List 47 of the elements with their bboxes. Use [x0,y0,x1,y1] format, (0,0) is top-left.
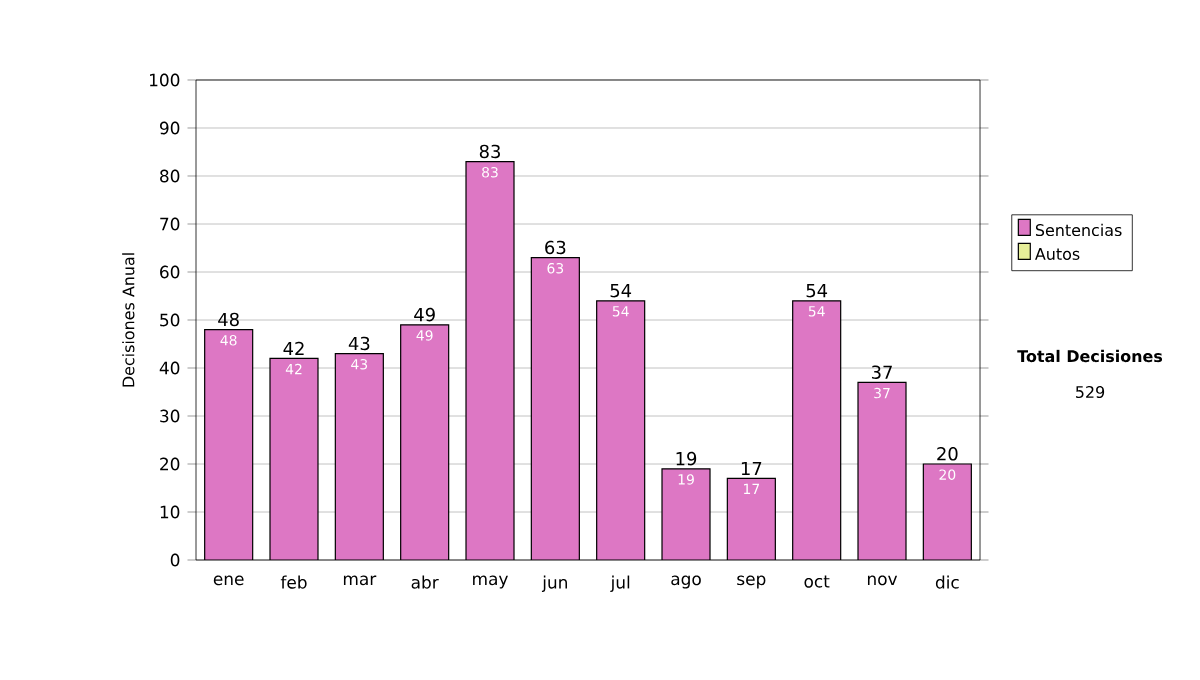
bar [270,358,318,560]
x-tick-label: sep [737,575,766,589]
y-tick-label: 10 [160,505,180,519]
y-tick-label: 90 [159,121,180,135]
y-tick-label: 40 [159,361,180,375]
x-tick-label: oct [804,575,830,588]
x-tick-label: feb [280,575,307,589]
x-tick-label: mar [343,575,377,586]
x-tick-label: ago [671,575,701,589]
bar [922,463,972,560]
total-label: 43 [348,336,370,351]
total-label: 83 [479,144,500,159]
total-label: 42 [283,341,304,356]
y-tick-label: 70 [160,217,180,231]
bar [204,329,253,560]
y-tick-label: 20 [160,457,180,471]
total-label: 54 [610,284,632,298]
bar [400,324,449,560]
total-label: 19 [676,451,697,466]
x-tick-label: nov [867,575,898,586]
total-label: 37 [871,365,892,380]
bar [335,353,384,560]
x-tick-label: may [473,575,508,589]
total-label: 49 [414,307,435,322]
total-label: 63 [545,240,566,255]
total-label: 54 [806,284,828,298]
y-tick-label: 100 [150,73,180,87]
y-tick-label: 0 [170,553,180,567]
bar [531,257,580,560]
x-tick-label: dic [935,575,959,589]
x-tick-label: jul [610,575,630,592]
y-tick-label: 60 [160,265,180,279]
x-tick-label: jun [541,575,567,592]
x-tick-label: ene [213,575,244,586]
bar [466,161,515,560]
y-tick-label: 80 [160,169,180,183]
y-tick-label: 50 [160,313,180,327]
total-label: 48 [218,312,239,327]
total-label: 17 [741,461,762,476]
total-label: 20 [937,447,958,461]
bar [858,382,907,560]
bar [596,300,645,560]
bar [792,300,841,560]
bar [727,478,776,560]
y-tick-label: 30 [160,409,180,423]
bar [662,468,711,560]
x-tick-label: abr [411,575,439,589]
